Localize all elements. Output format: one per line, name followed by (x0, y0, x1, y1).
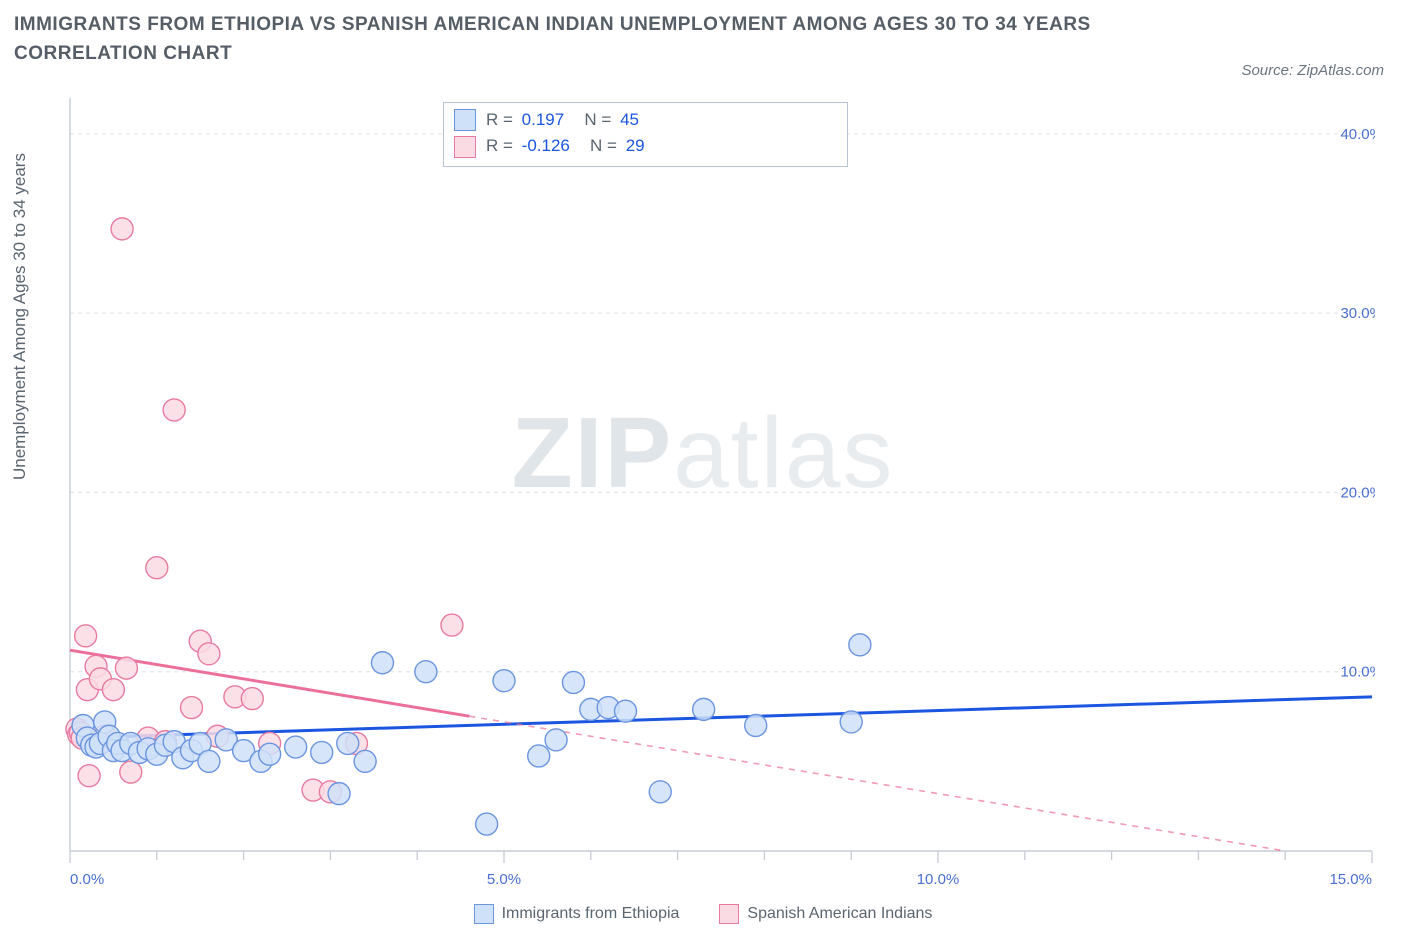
y-axis-label: Unemployment Among Ages 30 to 34 years (10, 153, 30, 480)
series-legend: Immigrants from Ethiopia Spanish America… (0, 904, 1406, 924)
correlation-legend: R = 0.197 N = 45 R = -0.126 N = 29 (443, 102, 848, 167)
svg-text:30.0%: 30.0% (1340, 305, 1375, 322)
legend-label-ethiopia: Immigrants from Ethiopia (502, 905, 680, 923)
svg-text:10.0%: 10.0% (917, 871, 960, 888)
svg-text:5.0%: 5.0% (487, 871, 521, 888)
svg-text:15.0%: 15.0% (1329, 871, 1372, 888)
chart-area: 0.0%5.0%10.0%15.0%10.0%20.0%30.0%40.0% (45, 98, 1375, 863)
swatch-ethiopia-2 (474, 904, 494, 924)
svg-text:40.0%: 40.0% (1340, 126, 1375, 143)
swatch-spanish-ai-2 (719, 904, 739, 924)
chart-title: IMMIGRANTS FROM ETHIOPIA VS SPANISH AMER… (14, 10, 1114, 69)
source-label: Source: ZipAtlas.com (1241, 62, 1384, 79)
svg-text:10.0%: 10.0% (1340, 664, 1375, 681)
correlation-row-spanish-ai: R = -0.126 N = 29 (454, 133, 837, 159)
legend-item-ethiopia: Immigrants from Ethiopia (474, 904, 680, 924)
swatch-spanish-ai (454, 136, 476, 158)
correlation-row-ethiopia: R = 0.197 N = 45 (454, 107, 837, 133)
chart-svg: 0.0% 5.0% 10.0% 15.0% 10.0% 20.0% 30.0% 40.0% (45, 98, 1375, 898)
svg-text:20.0%: 20.0% (1340, 484, 1375, 501)
legend-label-spanish-ai: Spanish American Indians (747, 905, 932, 923)
svg-text:0.0%: 0.0% (70, 871, 104, 888)
swatch-ethiopia (454, 109, 476, 131)
chart-container: IMMIGRANTS FROM ETHIOPIA VS SPANISH AMER… (0, 0, 1406, 930)
legend-item-spanish-ai: Spanish American Indians (719, 904, 932, 924)
